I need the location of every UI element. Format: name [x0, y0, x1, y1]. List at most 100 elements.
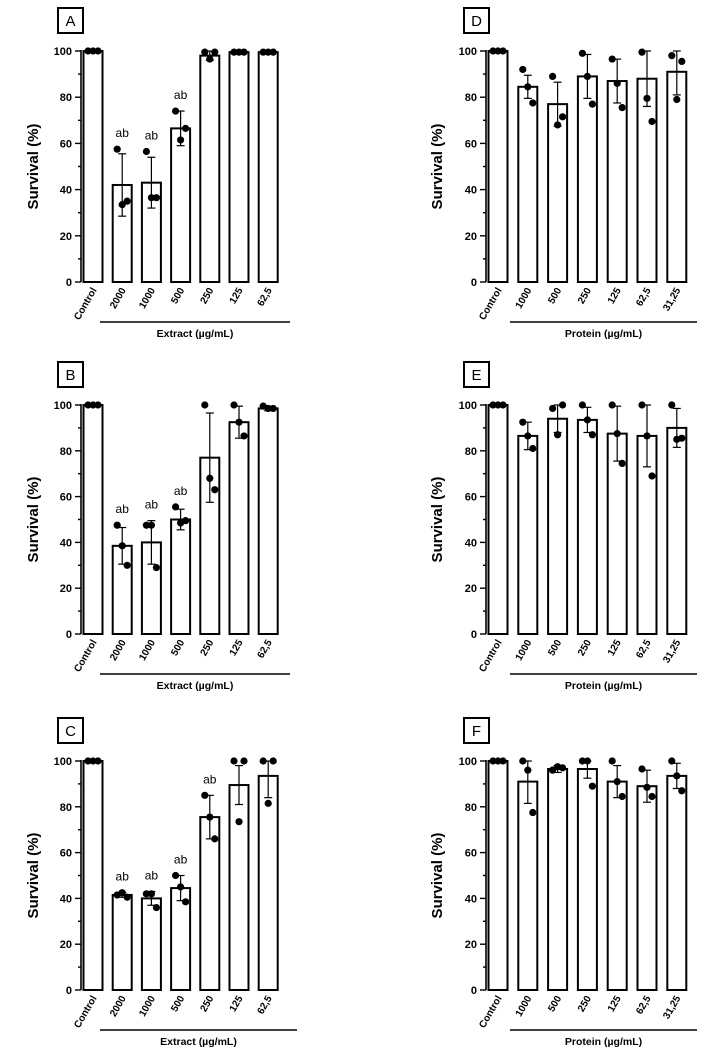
y-tick-label: 80 [465, 446, 477, 458]
bar-4 [606, 780, 628, 991]
bar-3 [170, 127, 192, 283]
x-tick-label: 1000 [514, 994, 535, 1019]
data-point [182, 898, 190, 906]
bar-0 [82, 404, 104, 635]
x-axis-label: Protein (µg/mL) [565, 1036, 642, 1048]
data-point [177, 883, 185, 891]
y-axis-label: Survival (%) [429, 833, 446, 919]
x-tick-label: 1000 [137, 994, 158, 1019]
y-tick-label: 80 [60, 802, 72, 814]
x-tick-label: 62,5 [256, 994, 275, 1017]
x-axis-label: Extract (µg/mL) [157, 328, 234, 340]
bar-5 [228, 784, 250, 991]
data-point [668, 401, 676, 409]
data-point [588, 100, 597, 108]
x-tick-label: 125 [228, 286, 246, 306]
data-point [206, 55, 214, 63]
data-point [113, 521, 121, 529]
bar-5 [228, 421, 250, 635]
data-point [142, 890, 150, 898]
bar-3 [576, 768, 598, 992]
data-point [673, 95, 681, 104]
data-point [489, 757, 497, 765]
data-point [524, 83, 532, 91]
chart-panel-c: C Survival (%) 0 20 40 60 80 100 Control ab 2000 ab… [25, 717, 297, 1048]
x-tick-label: 2000 [108, 994, 129, 1019]
data-point [147, 890, 155, 898]
y-tick-label: 40 [60, 185, 72, 197]
data-point [84, 47, 92, 55]
data-point [489, 401, 497, 409]
data-point [240, 432, 248, 440]
bar-0 [82, 760, 104, 991]
significance-label: ab [145, 498, 159, 512]
data-point [588, 431, 597, 439]
data-point [118, 889, 126, 897]
data-point [235, 418, 243, 426]
data-point [182, 517, 190, 525]
x-tick-label: 62,5 [634, 994, 653, 1017]
x-tick-label: Control [72, 638, 99, 674]
data-point [211, 835, 219, 843]
significance-label: ab [174, 88, 188, 102]
significance-label: ab [116, 870, 130, 884]
data-point [147, 521, 155, 529]
data-point [554, 121, 562, 129]
x-tick-label: 500 [546, 638, 564, 658]
data-point [499, 757, 507, 765]
data-point [89, 401, 97, 409]
x-tick-label: Control [477, 994, 504, 1030]
bar-1 [517, 434, 539, 636]
x-tick-label: 250 [199, 994, 217, 1014]
y-tick-label: 100 [459, 400, 477, 412]
data-point [172, 871, 180, 880]
data-point [206, 474, 214, 482]
x-tick-label: 125 [606, 286, 624, 306]
data-point [206, 813, 214, 821]
data-point [142, 147, 150, 156]
data-point [152, 903, 160, 912]
data-point [264, 404, 272, 413]
data-point [638, 48, 646, 56]
data-point [240, 48, 248, 56]
x-tick-label: 500 [169, 286, 187, 306]
significance-label: ab [174, 484, 188, 498]
x-tick-label: 2000 [108, 286, 129, 311]
data-point [123, 893, 131, 901]
data-point [519, 757, 527, 765]
y-tick-label: 100 [54, 46, 72, 58]
data-point [673, 772, 681, 780]
y-tick-label: 20 [60, 939, 72, 951]
y-tick-label: 80 [465, 92, 477, 104]
x-tick-label: Control [477, 286, 504, 322]
bar-4 [199, 816, 221, 991]
bar-0 [487, 50, 509, 283]
y-tick-label: 20 [60, 231, 72, 243]
x-axis-label: Protein (µg/mL) [565, 680, 642, 692]
y-tick-label: 20 [465, 583, 477, 595]
x-tick-label: 1000 [514, 286, 535, 311]
panel-label-box [57, 361, 84, 388]
panel-label-box [463, 361, 490, 388]
data-point [608, 401, 616, 409]
data-point [559, 764, 567, 772]
data-point [519, 418, 527, 426]
chart-panel-d: D Survival (%) 0 20 40 60 80 100 Control 1000 500 2… [429, 7, 697, 340]
x-tick-label: 2000 [108, 638, 129, 663]
x-tick-label: 1000 [137, 286, 158, 311]
data-point [559, 113, 567, 121]
bar-6 [666, 70, 688, 284]
panel-label-box [463, 7, 490, 34]
bar-2 [547, 768, 569, 992]
data-point [613, 778, 621, 786]
x-tick-label: 62,5 [634, 286, 653, 309]
data-point [269, 48, 277, 56]
data-point [578, 49, 587, 57]
panel-label-box [57, 717, 84, 744]
data-point [618, 792, 626, 801]
data-point [230, 48, 238, 56]
significance-label: ab [116, 502, 130, 516]
y-tick-label: 80 [60, 446, 72, 458]
data-point [201, 791, 209, 799]
